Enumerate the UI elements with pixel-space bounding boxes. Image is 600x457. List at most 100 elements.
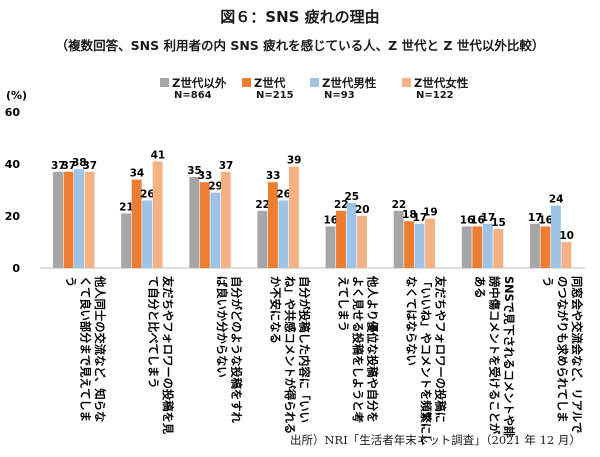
data-label: 16 (470, 214, 485, 226)
data-label: 35 (187, 165, 202, 177)
data-label: 34 (130, 168, 145, 180)
data-label: 33 (198, 170, 213, 182)
bar (404, 221, 415, 268)
bar (346, 203, 357, 268)
category-label-line: ね」や共感コメントが得られる (283, 276, 297, 434)
bar (278, 200, 289, 268)
bar (199, 182, 210, 268)
bar (257, 210, 268, 268)
bar (210, 192, 221, 268)
bar (63, 171, 74, 268)
data-label: 29 (208, 181, 223, 193)
bar (142, 200, 153, 268)
bar (357, 216, 367, 268)
data-label: 37 (219, 160, 234, 172)
legend-label: Z世代男性 (322, 76, 377, 90)
bar (550, 205, 561, 268)
category-label-line: くて良い部分まで見えてしま (79, 276, 93, 422)
data-label: 17 (528, 212, 543, 224)
category-label-line: のつながりも求められてしま (555, 276, 569, 423)
data-label: 22 (334, 199, 349, 211)
category-label-line: 友だちやフォロワーの投稿に (434, 276, 448, 423)
legend-swatch (160, 78, 169, 87)
legend-swatch (242, 78, 251, 87)
data-label: 25 (345, 191, 360, 203)
data-label: 21 (119, 201, 134, 213)
data-label: 37 (83, 160, 98, 172)
category-label-line: 友だちやフォロワーの投稿を見 (161, 276, 175, 435)
legend-item-z-male: Z世代男性 N=93 (310, 75, 377, 101)
legend-n: N=93 (324, 90, 355, 101)
data-label: 17 (481, 212, 496, 224)
bar (561, 242, 572, 268)
data-label: 19 (423, 207, 438, 219)
data-label: 38 (72, 157, 87, 169)
y-tick-label: 40 (5, 158, 21, 171)
source-note: 出所）NRI「生活者年末ネット調査」（2021 年 12 月） (290, 433, 581, 447)
data-label: 16 (460, 214, 475, 226)
category-label-line: か不安になる (268, 276, 282, 344)
category-label-line: ある (473, 276, 486, 299)
data-label: 22 (392, 199, 407, 211)
bar (529, 223, 540, 268)
data-label: 10 (559, 230, 574, 242)
y-tick-label: 20 (5, 210, 21, 223)
legend-item-z-female: Z世代女性 N=122 (402, 75, 468, 101)
legend-n: N=122 (416, 90, 454, 101)
data-label: 16 (538, 214, 553, 226)
bar (131, 179, 142, 268)
legend-item-z: Z世代 N=215 (242, 75, 294, 101)
bar (220, 171, 231, 268)
data-label: 41 (151, 149, 166, 161)
data-label: 37 (51, 160, 66, 172)
category-label-line: えてしまう (337, 276, 350, 332)
bar (336, 210, 346, 268)
category-label-line: ば良いか分からない (215, 276, 229, 378)
data-label: 24 (549, 194, 564, 206)
legend-n: N=864 (174, 90, 212, 101)
bar (74, 169, 84, 268)
bar (493, 229, 504, 268)
data-label: 37 (62, 160, 77, 172)
chart-subtitle: （複数回答、SNS 利用者の内 SNS 疲れを感じている人、Z 世代と Z 世代… (55, 38, 545, 53)
legend-label: Z世代 (254, 76, 286, 90)
bar (121, 213, 132, 268)
legend-swatch (310, 78, 319, 87)
category-label-line: う (64, 276, 77, 287)
legend-n: N=215 (256, 90, 294, 101)
category-label-line: 自分が投稿した内容に「いい (297, 276, 311, 423)
bar (152, 161, 163, 268)
bar (288, 166, 299, 268)
bar (414, 223, 425, 268)
y-tick-label: 60 (5, 106, 21, 119)
category-label-line: て自分と比べてしまう (147, 276, 161, 389)
data-label: 26 (140, 188, 155, 200)
chart-title: 図６：SNS 疲れの理由 (220, 8, 380, 26)
legend-item-z-other: Z世代以外 N=864 (160, 75, 226, 101)
bar (53, 171, 63, 268)
category-label-line: SNSで見下されるコメントや誹 (502, 276, 516, 438)
bar (461, 226, 472, 268)
category-label-line: 「いいね」やコメントを頻繁にし (419, 276, 433, 445)
category-label-line: 同窓会や交流会など、リアルで (570, 276, 584, 433)
category-label-line: よく見せる投稿をしようと考 (351, 276, 365, 423)
legend-swatch (402, 78, 411, 87)
bar (267, 182, 278, 268)
category-label-line: 謗中傷コメントを受けることが (487, 276, 501, 435)
data-label: 15 (491, 217, 506, 229)
category-label-line: う (541, 276, 554, 287)
data-label: 26 (276, 188, 291, 200)
bar (472, 226, 483, 268)
data-label: 20 (355, 204, 370, 216)
data-label: 17 (413, 212, 428, 224)
y-tick-label: 0 (12, 262, 20, 275)
